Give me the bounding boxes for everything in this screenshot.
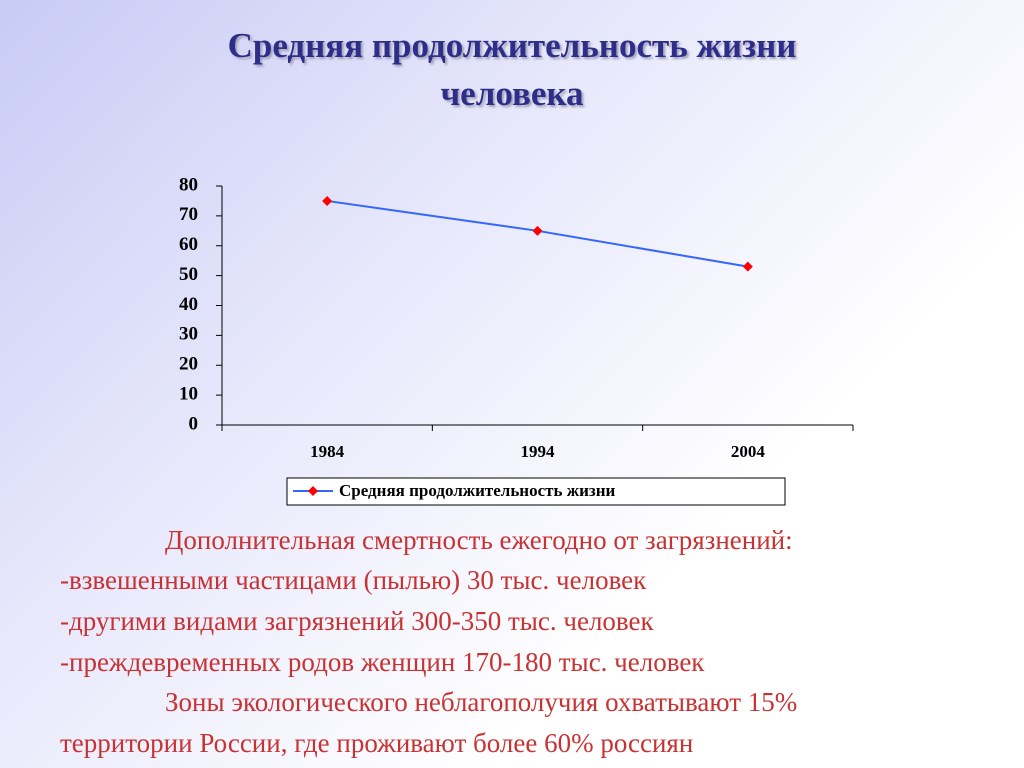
x-tick-label: 1984	[310, 442, 345, 461]
slide-title: Средняя продолжительность жизни человека	[227, 26, 797, 113]
point	[742, 261, 753, 272]
note-line: Зоны экологического неблагополучия охват…	[165, 687, 798, 717]
note-line: Дополнительная смертность ежегодно от за…	[165, 525, 793, 555]
note-line: -другими видами загрязнений 300-350 тыс.…	[60, 606, 654, 636]
x-tick-label: 2004	[731, 442, 766, 461]
note-line: -взвешенными частицами (пылью) 30 тыс. ч…	[60, 565, 647, 595]
y-tick-label: 60	[179, 234, 198, 255]
legend-marker	[308, 486, 318, 496]
chart: 0 10 20 30 40 50 60 70 80 1984 1994 2004 Средняя про…	[179, 174, 854, 506]
y-tick-label: 10	[179, 383, 198, 404]
legend-box	[286, 477, 786, 506]
y-tick-label: 20	[179, 354, 198, 375]
y-tick-label: 70	[179, 204, 198, 225]
y-tick-label: 50	[179, 264, 198, 285]
y-tick-label: 40	[179, 294, 198, 315]
point	[532, 225, 543, 236]
note-line: -преждевременных родов женщин 170-180 ты…	[60, 647, 705, 677]
x-tick-label: 1994	[521, 442, 556, 461]
y-tick-label: 30	[179, 324, 198, 345]
point	[322, 195, 333, 206]
y-tick-label: 80	[179, 174, 198, 195]
note-line: территории России, где проживают более 6…	[60, 728, 694, 758]
legend-label: Средняя продолжительность жизни	[339, 481, 615, 500]
y-tick-label: 0	[189, 413, 199, 434]
